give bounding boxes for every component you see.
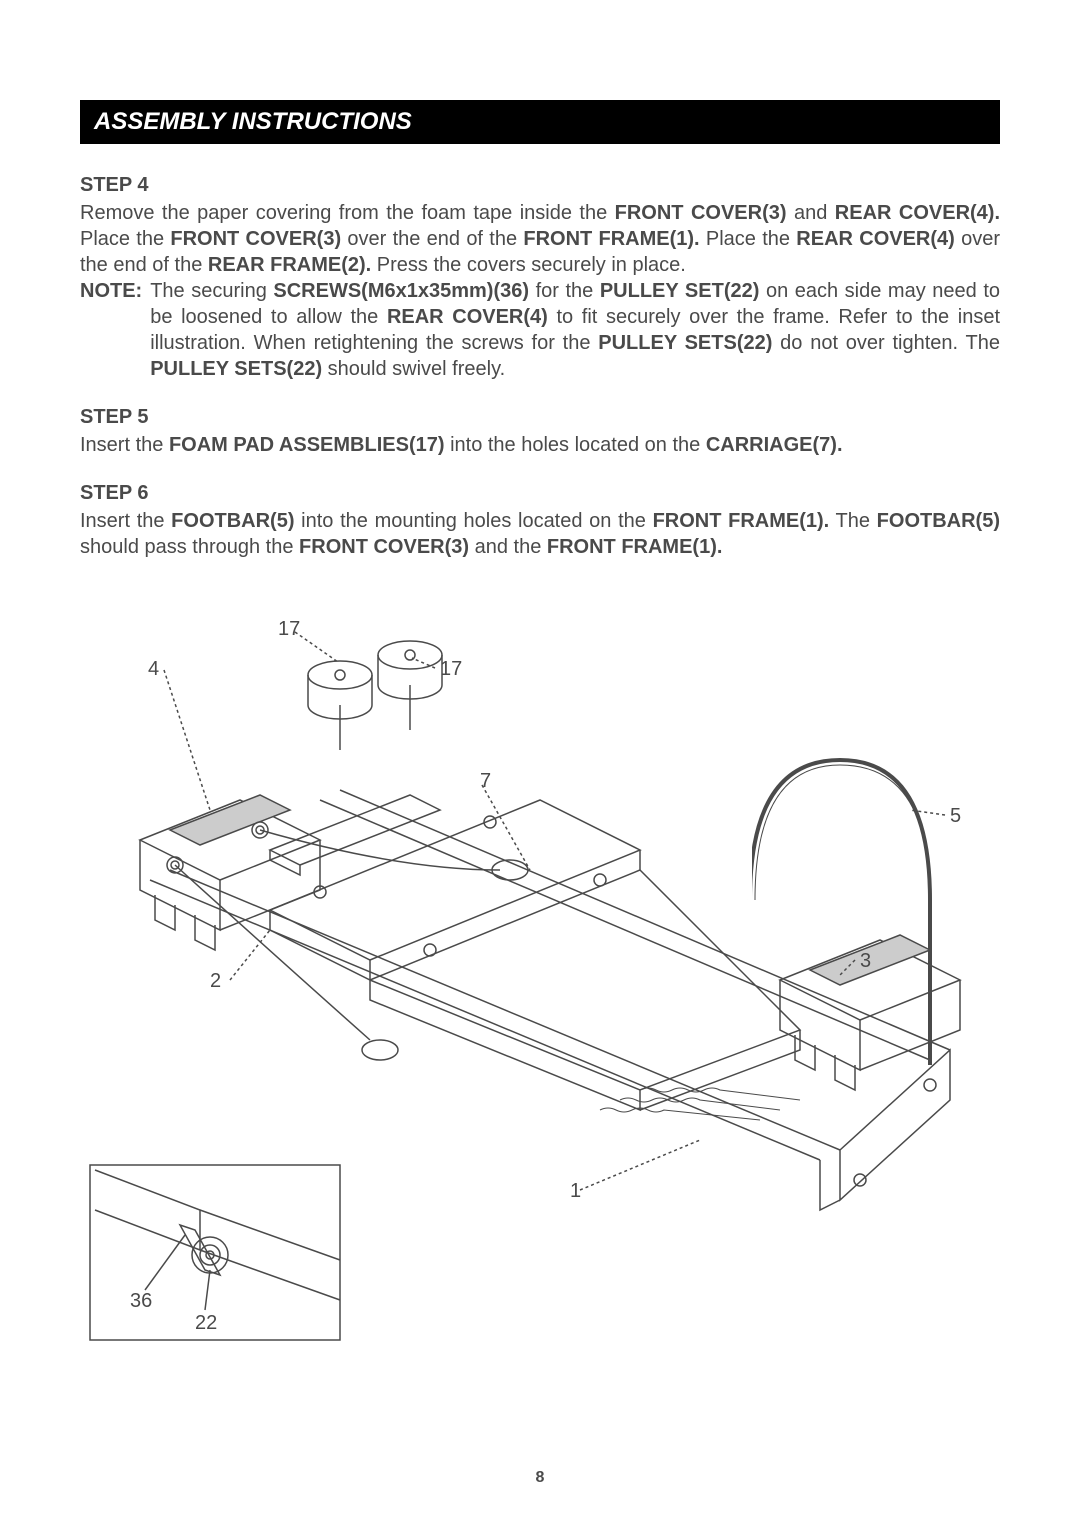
callout-4: 4	[148, 658, 159, 681]
callout-5: 5	[950, 805, 961, 828]
callout-17: 17	[440, 658, 462, 681]
callout-7: 7	[480, 770, 491, 793]
callout-2: 2	[210, 970, 221, 993]
callout-3: 3	[860, 950, 871, 973]
step5-text: Insert the FOAM PAD ASSEMBLIES(17) into …	[80, 434, 843, 456]
callout-22: 22	[195, 1312, 217, 1335]
step5-title: STEP 5	[80, 404, 1000, 430]
section-header: ASSEMBLY INSTRUCTIONS	[80, 100, 1000, 144]
step6-title: STEP 6	[80, 480, 1000, 506]
step4-title: STEP 4	[80, 172, 1000, 198]
assembly-diagram: 17 4 17 7 5 3 2 1 36 22	[80, 610, 1000, 1370]
step4-body: Remove the paper covering from the foam …	[80, 200, 1000, 382]
page-number: 8	[0, 1469, 1080, 1487]
step4-text: Remove the paper covering from the foam …	[80, 202, 1000, 276]
step4-note-label: NOTE:	[80, 278, 150, 382]
callout-1: 1	[570, 1180, 581, 1203]
step4-note-text: The securing SCREWS(M6x1x35mm)(36) for t…	[150, 278, 1000, 382]
callout-17: 17	[278, 618, 300, 641]
step6-text: Insert the FOOTBAR(5) into the mounting …	[80, 510, 1000, 558]
step6-body: Insert the FOOTBAR(5) into the mounting …	[80, 508, 1000, 560]
step5-body: Insert the FOAM PAD ASSEMBLIES(17) into …	[80, 432, 1000, 458]
callout-36: 36	[130, 1290, 152, 1313]
